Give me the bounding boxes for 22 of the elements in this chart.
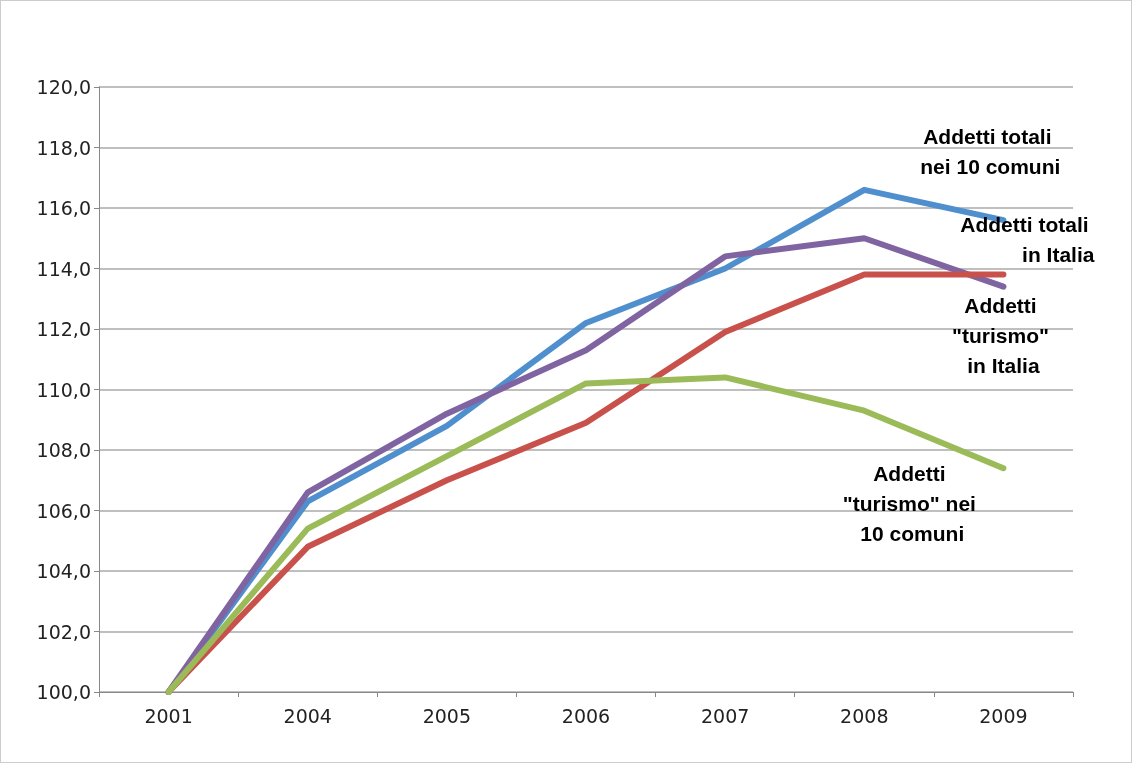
y-tick-label: 102,0 — [36, 620, 91, 643]
series-label: Addetti "turismo" in Italia — [952, 294, 1055, 378]
x-tick-label: 2008 — [840, 704, 889, 727]
x-tick-label: 2004 — [283, 704, 332, 727]
y-tick-label: 108,0 — [36, 439, 91, 461]
y-tick-label: 110,0 — [36, 378, 91, 401]
y-tick-label: 120,0 — [36, 76, 91, 98]
y-tick-label: 112,0 — [36, 318, 91, 340]
x-tick-label: 2009 — [979, 704, 1028, 727]
series-label: Addetti totali nei 10 comuni — [920, 125, 1061, 179]
y-tick-label: 114,0 — [36, 257, 91, 280]
x-tick-label: 2007 — [700, 704, 750, 727]
x-tick-label: 2006 — [561, 704, 611, 727]
x-tick-label: 2001 — [144, 704, 193, 727]
y-tick-label: 106,0 — [36, 499, 91, 522]
y-tick-label: 116,0 — [36, 197, 91, 219]
series-label: Addetti totali in Italia — [960, 213, 1095, 267]
y-tick-label: 100,0 — [36, 681, 91, 703]
series-label: Addetti "turismo" nei 10 comuni — [842, 462, 982, 546]
y-tick-label: 104,0 — [36, 560, 91, 582]
y-tick-label: 118,0 — [36, 136, 91, 159]
x-tick-label: 2005 — [422, 704, 472, 727]
